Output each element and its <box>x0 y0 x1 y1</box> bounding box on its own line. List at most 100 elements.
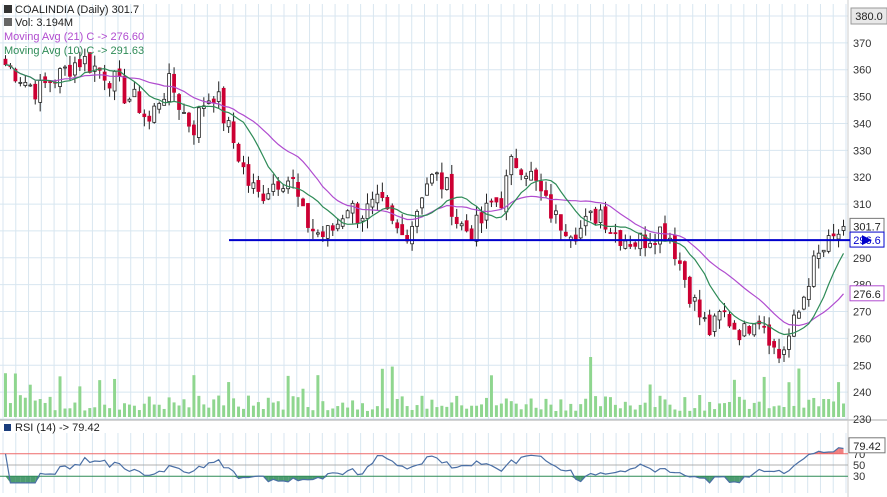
candle-body <box>172 73 176 93</box>
candle-body <box>306 203 310 228</box>
volume-bar <box>797 368 801 417</box>
price-tick-label: 370 <box>853 38 871 50</box>
candle-body <box>132 88 137 98</box>
candle-body <box>469 228 474 240</box>
candle-body <box>603 206 608 230</box>
volume-bar <box>792 405 796 417</box>
rsi-oversold-fill <box>734 476 740 483</box>
candle-body <box>256 180 261 192</box>
volume-bar <box>286 375 290 417</box>
volume-bar <box>98 380 102 417</box>
volume-bar <box>802 407 806 417</box>
legend: COALINDIA (Daily) 301.7 Vol: 3.194M Movi… <box>4 4 144 434</box>
volume-bar <box>316 375 320 417</box>
candle-body <box>107 83 112 89</box>
legend-ma10: Moving Avg (10) C -> 291.63 <box>4 45 144 57</box>
volume-bar <box>489 375 493 417</box>
candle-body <box>787 335 791 350</box>
candle-body <box>33 83 38 100</box>
volume-bar <box>301 388 305 417</box>
candle-body <box>350 202 355 214</box>
candle-body <box>3 58 8 65</box>
volume-bar <box>752 402 756 417</box>
price-tick-label: 260 <box>853 333 871 345</box>
volume-bar <box>494 405 498 417</box>
volume-bar <box>693 408 697 417</box>
candle-body <box>479 212 484 224</box>
candle-body <box>464 220 469 232</box>
volume-bar <box>78 386 82 417</box>
volume-bar <box>256 402 260 417</box>
candles <box>3 48 846 364</box>
candle-body <box>692 297 697 302</box>
candle-body <box>762 325 767 328</box>
candle-body <box>102 71 107 81</box>
volume-bar <box>608 397 612 417</box>
price-tick-label: 320 <box>853 172 871 184</box>
candle-body <box>514 158 519 169</box>
candle-body <box>196 107 201 138</box>
candle-body <box>122 75 127 104</box>
volume-bar <box>33 400 37 417</box>
volume-bar <box>182 399 186 417</box>
candle-body <box>355 203 360 224</box>
candle-body <box>291 177 295 180</box>
candle-body <box>330 225 335 231</box>
candle-body <box>697 299 702 318</box>
price-label-last: 301.7 <box>849 217 885 234</box>
volume-bar <box>261 409 265 417</box>
volume-bar <box>435 407 439 417</box>
legend-ma21: Moving Avg (21) C -> 276.60 <box>4 31 144 43</box>
candle-body <box>425 183 429 196</box>
candle-body <box>489 200 494 203</box>
candle-body <box>727 314 732 327</box>
candle-body <box>345 210 350 219</box>
svg-text:380.0: 380.0 <box>855 11 883 23</box>
volume-bar <box>683 397 687 417</box>
price-tick-label: 240 <box>853 387 871 399</box>
candle-body <box>187 112 191 127</box>
volume-bar <box>554 410 558 417</box>
candle-body <box>658 226 662 245</box>
rsi-overbought-fill <box>838 447 844 454</box>
candle-body <box>509 155 514 176</box>
volume-bar <box>380 368 384 417</box>
candle-body <box>474 214 479 242</box>
volume-bar <box>762 376 766 417</box>
candle-body <box>459 223 464 227</box>
volume-bar <box>58 376 62 417</box>
svg-text:79.42: 79.42 <box>853 441 881 453</box>
volume-bar <box>812 397 816 417</box>
rsi-oversold-fill <box>729 476 735 483</box>
candle-body <box>246 164 251 186</box>
candle-body <box>236 143 241 162</box>
candle-body <box>742 323 747 337</box>
candle-body <box>400 224 405 236</box>
candle-body <box>439 172 444 190</box>
volume-bar <box>147 396 151 417</box>
candle-body <box>747 326 752 334</box>
candle-body <box>608 232 613 234</box>
candle-body <box>48 81 52 83</box>
candle-body <box>623 240 628 249</box>
candle-body <box>365 203 370 219</box>
price-tick-label: 290 <box>853 253 871 265</box>
volume-bar <box>242 408 245 417</box>
volume-bar <box>564 410 568 417</box>
volume-bar <box>673 409 677 417</box>
volume-bar <box>465 408 469 417</box>
volume-bar <box>222 405 226 417</box>
volume-bar <box>326 410 330 417</box>
candle-body <box>782 349 786 355</box>
volume-bar <box>137 410 141 417</box>
volume-bar <box>787 382 791 417</box>
candle-body <box>152 105 157 123</box>
volume-bar <box>361 403 365 417</box>
volume-bar <box>708 401 712 417</box>
volume-bar <box>28 384 32 417</box>
candle-body <box>370 198 375 208</box>
volume-bar <box>703 410 707 417</box>
candle-body <box>231 121 236 144</box>
